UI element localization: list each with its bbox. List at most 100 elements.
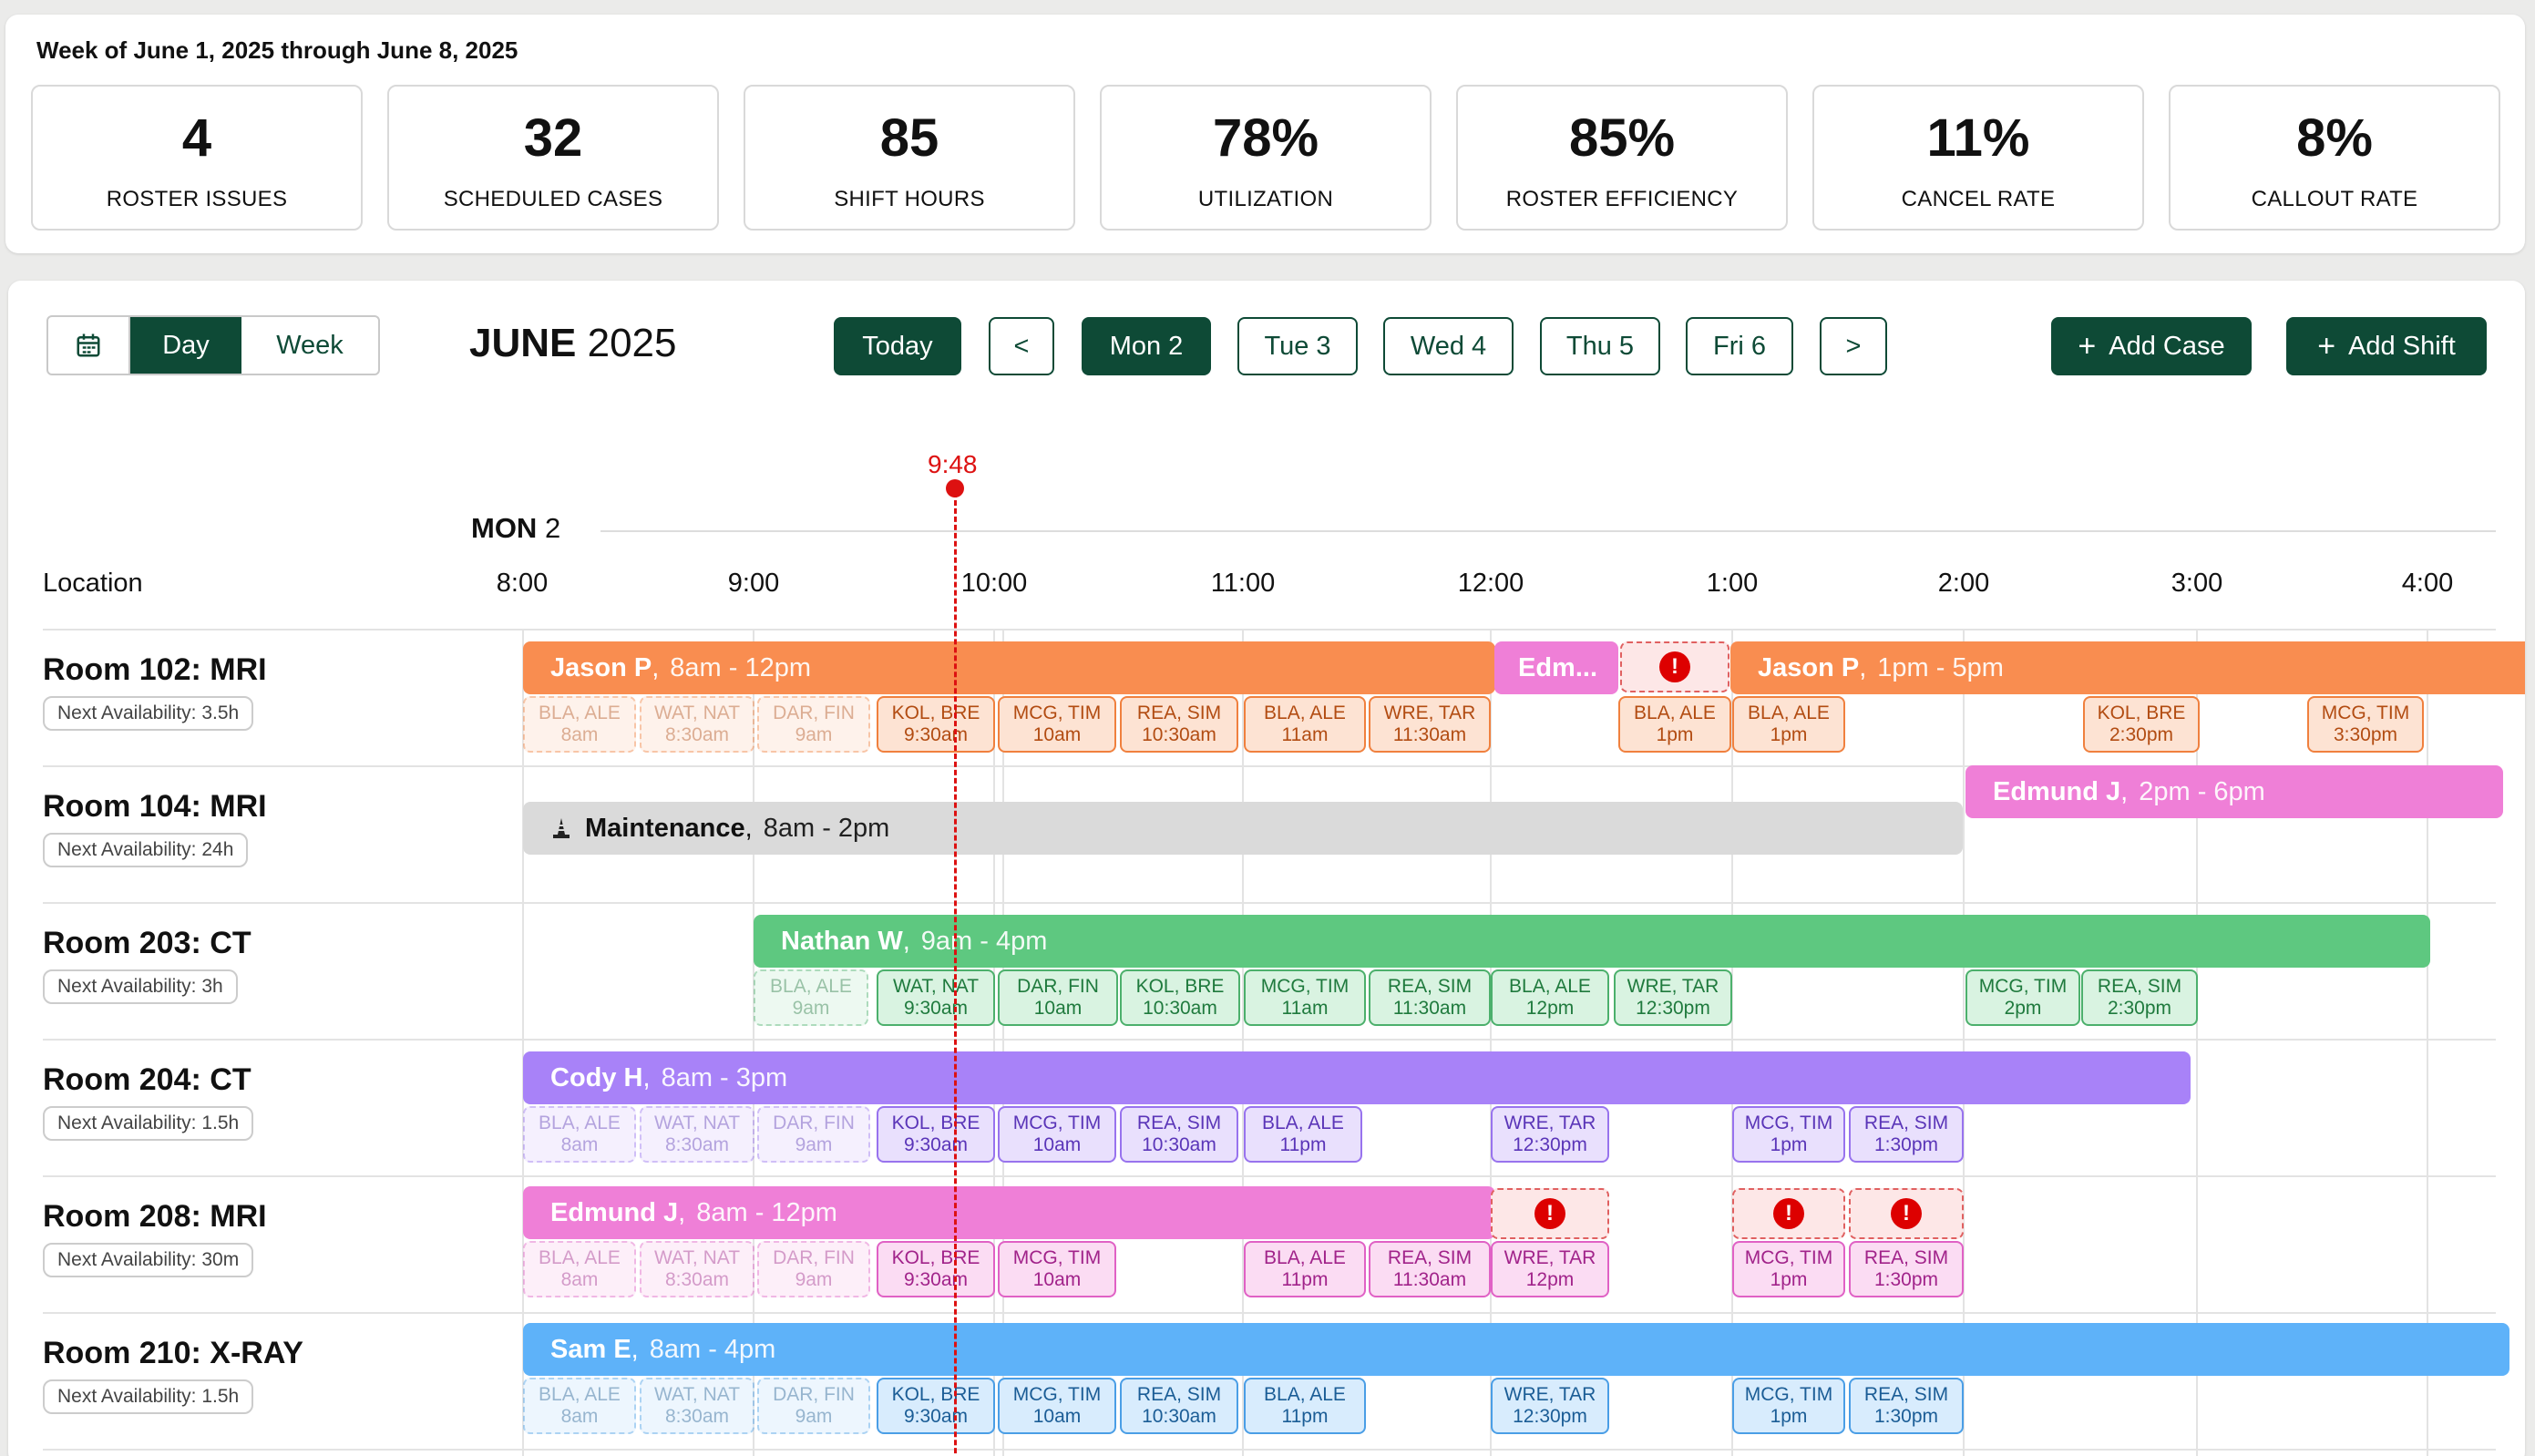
case-chip[interactable]: MCG, TIM 2pm — [1965, 969, 2080, 1026]
case-time: 9am — [795, 1406, 833, 1427]
roster-issue-alert[interactable]: ! — [1849, 1188, 1964, 1239]
case-chip[interactable]: BLA, ALE 8am — [523, 696, 636, 753]
case-chip[interactable]: WRE, TAR 12pm — [1491, 1241, 1609, 1297]
day-thu-5-button[interactable]: Thu 5 — [1540, 317, 1660, 375]
case-chip[interactable]: BLA, ALE 11pm — [1244, 1378, 1366, 1434]
shift-bar[interactable]: Sam E, 8am - 4pm — [523, 1323, 2509, 1376]
today-button[interactable]: Today — [834, 317, 961, 375]
case-chip[interactable]: MCG, TIM 1pm — [1732, 1241, 1845, 1297]
row-divider — [43, 1312, 2496, 1314]
case-chip[interactable]: BLA, ALE 1pm — [1732, 696, 1845, 753]
case-chip[interactable]: BLA, ALE 8am — [523, 1106, 636, 1163]
case-chip[interactable]: BLA, ALE 11am — [1244, 696, 1366, 753]
case-chip[interactable]: WAT, NAT 8:30am — [640, 1106, 754, 1163]
stat-utilization[interactable]: 78% UTILIZATION — [1100, 85, 1432, 231]
case-patient-code: KOL, BRE — [2097, 702, 2186, 723]
month-name: JUNE — [469, 321, 577, 365]
case-chip[interactable]: MCG, TIM 1pm — [1732, 1378, 1845, 1434]
case-chip[interactable]: MCG, TIM 3:30pm — [2307, 696, 2424, 753]
case-chip[interactable]: WRE, TAR 12:30pm — [1491, 1378, 1609, 1434]
case-chip[interactable]: KOL, BRE 9:30am — [877, 696, 995, 753]
prev-day-button[interactable]: < — [989, 317, 1054, 375]
stat-shift-hours[interactable]: 85 SHIFT HOURS — [744, 85, 1075, 231]
add-case-button[interactable]: + Add Case — [2051, 317, 2252, 375]
case-chip[interactable]: KOL, BRE 10:30am — [1120, 969, 1240, 1026]
stat-roster-efficiency[interactable]: 85% ROSTER EFFICIENCY — [1456, 85, 1788, 231]
case-chip[interactable]: BLA, ALE 1pm — [1618, 696, 1731, 753]
day-tue-3-button[interactable]: Tue 3 — [1237, 317, 1358, 375]
case-chip[interactable]: REA, SIM 2:30pm — [2081, 969, 2198, 1026]
stat-scheduled-cases[interactable]: 32 SCHEDULED CASES — [387, 85, 719, 231]
shift-bar[interactable]: Edmund J, 8am - 12pm — [523, 1186, 1495, 1239]
case-time: 1:30pm — [1873, 1406, 1939, 1427]
shift-bar[interactable]: Cody H, 8am - 3pm — [523, 1051, 2191, 1104]
case-chip[interactable]: KOL, BRE 2:30pm — [2083, 696, 2200, 753]
case-chip[interactable]: REA, SIM 11:30am — [1369, 969, 1491, 1026]
case-chip[interactable]: WRE, TAR 11:30am — [1369, 696, 1491, 753]
day-fri-6-button[interactable]: Fri 6 — [1686, 317, 1793, 375]
case-chip[interactable]: BLA, ALE 11pm — [1244, 1106, 1362, 1163]
case-patient-code: REA, SIM — [1863, 1383, 1949, 1405]
case-chip[interactable]: WAT, NAT 8:30am — [640, 1241, 754, 1297]
case-chip[interactable]: KOL, BRE 9:30am — [877, 1241, 995, 1297]
case-chip[interactable]: REA, SIM 1:30pm — [1849, 1241, 1964, 1297]
case-chip[interactable]: REA, SIM 1:30pm — [1849, 1378, 1964, 1434]
case-chip[interactable]: REA, SIM 10:30am — [1120, 696, 1238, 753]
case-chip[interactable]: WAT, NAT 8:30am — [640, 1378, 754, 1434]
stat-callout-rate[interactable]: 8% CALLOUT RATE — [2169, 85, 2500, 231]
case-chip[interactable]: DAR, FIN 9am — [757, 1241, 870, 1297]
stat-roster-issues[interactable]: 4 ROSTER ISSUES — [31, 85, 363, 231]
case-chip[interactable]: MCG, TIM 10am — [998, 1106, 1116, 1163]
stat-cancel-rate[interactable]: 11% CANCEL RATE — [1812, 85, 2144, 231]
case-chip[interactable]: WRE, TAR 12:30pm — [1491, 1106, 1609, 1163]
day-wed-4-button[interactable]: Wed 4 — [1383, 317, 1514, 375]
row-divider — [43, 1175, 2496, 1177]
case-chip[interactable]: MCG, TIM 11am — [1244, 969, 1366, 1026]
view-week-button[interactable]: Week — [276, 330, 344, 360]
case-chip[interactable]: KOL, BRE 9:30am — [877, 1106, 995, 1163]
case-chip[interactable]: BLA, ALE 8am — [523, 1378, 636, 1434]
shift-staff-name: Edmund J — [550, 1197, 679, 1227]
shift-staff-name: Sam E — [550, 1334, 631, 1364]
case-chip[interactable]: DAR, FIN 9am — [757, 1106, 870, 1163]
shift-bar[interactable]: Edm... — [1494, 641, 1618, 694]
case-chip[interactable]: DAR, FIN 9am — [757, 1378, 870, 1434]
roster-issue-alert[interactable]: ! — [1732, 1188, 1845, 1239]
add-shift-button[interactable]: + Add Shift — [2286, 317, 2487, 375]
shift-bar[interactable]: Jason P, 8am - 12pm — [523, 641, 1495, 694]
case-chip[interactable]: BLA, ALE 8am — [523, 1241, 636, 1297]
shift-bar[interactable]: Nathan W, 9am - 4pm — [754, 915, 2430, 968]
case-chip[interactable]: MCG, TIM 10am — [998, 1378, 1116, 1434]
roster-issue-alert[interactable]: ! — [1491, 1188, 1609, 1239]
case-chip[interactable]: REA, SIM 10:30am — [1120, 1106, 1238, 1163]
case-chip[interactable]: BLA, ALE 12pm — [1491, 969, 1609, 1026]
room-name: Room 104: MRI — [43, 789, 267, 824]
schedule-card: Day Week JUNE 2025 Today < Mon 2 Tue 3 W… — [8, 281, 2525, 1456]
case-chip[interactable]: REA, SIM 10:30am — [1120, 1378, 1238, 1434]
shift-bar[interactable]: Edmund J, 2pm - 6pm — [1965, 765, 2503, 818]
case-chip[interactable]: BLA, ALE 9am — [754, 969, 868, 1026]
next-day-button[interactable]: > — [1820, 317, 1887, 375]
case-patient-code: BLA, ALE — [770, 975, 852, 997]
case-chip[interactable]: WRE, TAR 12:30pm — [1614, 969, 1732, 1026]
case-chip[interactable]: REA, SIM 1:30pm — [1849, 1106, 1964, 1163]
case-chip[interactable]: BLA, ALE 11pm — [1244, 1241, 1366, 1297]
case-chip[interactable]: WAT, NAT 9:30am — [877, 969, 995, 1026]
case-chip[interactable]: KOL, BRE 9:30am — [877, 1378, 995, 1434]
case-chip[interactable]: DAR, FIN 10am — [998, 969, 1118, 1026]
case-patient-code: WRE, TAR — [1383, 702, 1476, 723]
roster-issue-alert[interactable]: ! — [1620, 641, 1729, 692]
case-chip[interactable]: MCG, TIM 1pm — [1732, 1106, 1845, 1163]
shift-bar[interactable]: Maintenance, 8am - 2pm — [523, 802, 1963, 855]
case-chip[interactable]: DAR, FIN 9am — [757, 696, 870, 753]
day-mon-2-button[interactable]: Mon 2 — [1082, 317, 1211, 375]
case-chip[interactable]: WAT, NAT 8:30am — [640, 696, 754, 753]
case-time: 9:30am — [903, 1134, 969, 1155]
view-day-button[interactable]: Day — [130, 317, 241, 374]
time-tick-label: 2:00 — [1937, 569, 1990, 598]
case-chip[interactable]: REA, SIM 11:30am — [1369, 1241, 1491, 1297]
shift-bar[interactable]: Jason P, 1pm - 5pm — [1730, 641, 2525, 694]
calendar-picker-button[interactable] — [48, 317, 130, 374]
case-chip[interactable]: MCG, TIM 10am — [998, 696, 1116, 753]
case-chip[interactable]: MCG, TIM 10am — [998, 1241, 1116, 1297]
